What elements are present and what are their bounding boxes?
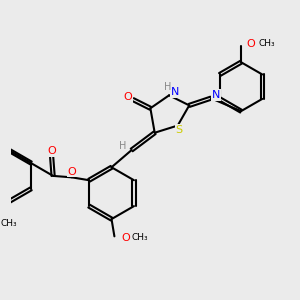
Text: H: H: [119, 141, 126, 151]
Text: O: O: [68, 167, 76, 177]
Text: CH₃: CH₃: [132, 233, 148, 242]
Text: O: O: [47, 146, 56, 156]
Text: CH₃: CH₃: [0, 220, 17, 229]
Text: S: S: [176, 125, 183, 135]
Text: O: O: [123, 92, 132, 102]
Text: O: O: [121, 233, 130, 243]
Text: H: H: [164, 82, 171, 92]
Text: CH₃: CH₃: [258, 39, 275, 48]
Text: N: N: [171, 87, 180, 98]
Text: N: N: [212, 90, 220, 100]
Text: O: O: [247, 38, 256, 49]
